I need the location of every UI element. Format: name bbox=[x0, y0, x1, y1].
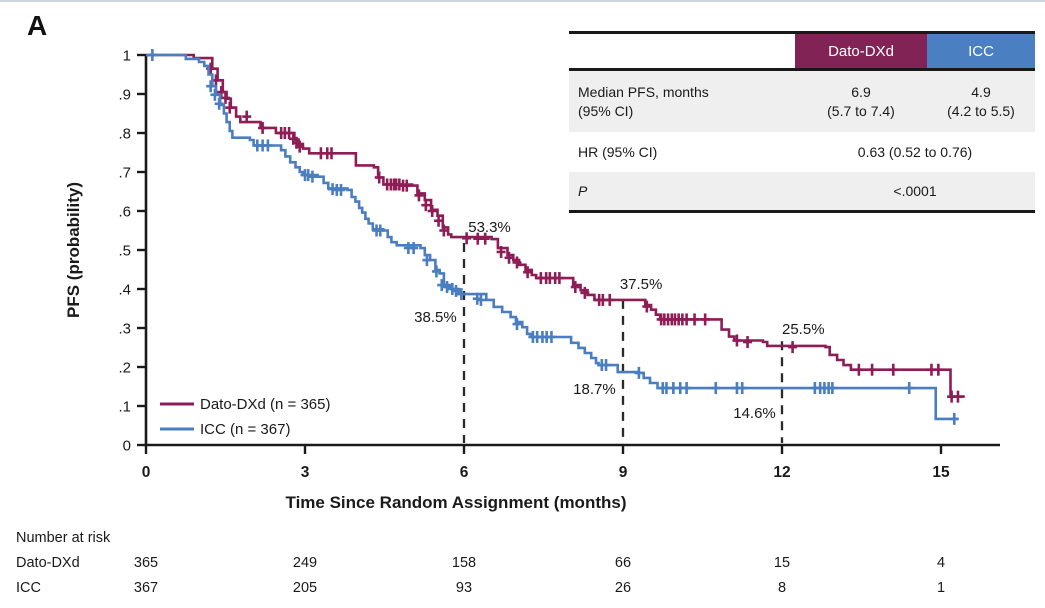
svg-text:12: 12 bbox=[773, 464, 790, 481]
hr-value: 0.63 (0.52 to 0.76) bbox=[857, 143, 973, 160]
hr-label: HR (95% CI) bbox=[578, 143, 658, 160]
number-at-risk-table: Number at risk Dato-DXd 365 249 158 66 15 4 ICC 3… bbox=[16, 530, 945, 596]
svg-text:6: 6 bbox=[460, 464, 469, 481]
svg-text:.3: .3 bbox=[118, 320, 131, 337]
summary-table-header: Dato-DXd ICC bbox=[569, 34, 1035, 71]
risk-value: 367 bbox=[134, 580, 158, 596]
p-value: <.0001 bbox=[893, 182, 937, 199]
annotation-53-3pct: 53.3% bbox=[468, 219, 511, 236]
km-curve-dato-dxd-n-365 bbox=[146, 53, 965, 398]
annotation-37-5pct: 37.5% bbox=[620, 276, 663, 293]
risk-value: 365 bbox=[134, 555, 158, 571]
risk-value: 158 bbox=[452, 555, 476, 571]
risk-table-title: Number at risk bbox=[16, 530, 111, 546]
summary-header-dato-dxd: Dato-DXd bbox=[795, 34, 927, 68]
svg-text:.1: .1 bbox=[118, 398, 131, 415]
svg-text:.4: .4 bbox=[118, 281, 131, 298]
svg-text:0: 0 bbox=[123, 437, 131, 454]
median-pfs-dato-line1: 6.9 bbox=[851, 84, 871, 101]
svg-text:.7: .7 bbox=[118, 164, 131, 181]
km-curve-icc-n-367 bbox=[146, 53, 958, 421]
annotation-14-6pct: 14.6% bbox=[733, 405, 776, 422]
risk-value: 249 bbox=[293, 555, 317, 571]
legend-label-0: Dato-DXd (n = 365) bbox=[200, 396, 330, 413]
median-pfs-icc-ci: (4.2 to 5.5) bbox=[947, 102, 1015, 119]
annotation-18-7pct: 18.7% bbox=[573, 381, 616, 398]
risk-value: 4 bbox=[937, 555, 945, 571]
legend: Dato-DXd (n = 365) ICC (n = 367) bbox=[160, 396, 330, 438]
median-pfs-row: Median PFS, months (95% CI) 6.9 (5.7 to … bbox=[569, 71, 1035, 132]
summary-header-icc: ICC bbox=[927, 34, 1035, 68]
y-axis-title: PFS (probability) bbox=[64, 182, 83, 318]
summary-table: Dato-DXd ICC Median PFS, months (95% CI)… bbox=[569, 31, 1035, 213]
svg-text:.9: .9 bbox=[118, 86, 131, 103]
svg-text:0: 0 bbox=[142, 464, 151, 481]
svg-text:9: 9 bbox=[619, 464, 628, 481]
legend-label-1: ICC (n = 367) bbox=[200, 421, 290, 438]
risk-value: 93 bbox=[456, 580, 472, 596]
median-pfs-dato-value: 6.9 (5.7 to 7.4) bbox=[795, 83, 927, 120]
risk-row-label-0: Dato-DXd bbox=[16, 555, 80, 571]
censor-marks-icc-n-367 bbox=[147, 49, 959, 425]
annotation-25-5pct: 25.5% bbox=[782, 321, 825, 338]
panel-label: A bbox=[27, 10, 48, 41]
p-row: P <.0001 bbox=[569, 172, 1035, 210]
svg-text:.8: .8 bbox=[118, 125, 131, 142]
risk-value: 205 bbox=[293, 580, 317, 596]
median-pfs-label: Median PFS, months (95% CI) bbox=[569, 83, 795, 120]
median-pfs-icc-line1: 4.9 bbox=[971, 84, 991, 101]
censor-marks-dato-dxd-n-365 bbox=[206, 62, 963, 403]
svg-text:3: 3 bbox=[301, 464, 310, 481]
summary-header-spacer bbox=[569, 34, 795, 68]
svg-text:15: 15 bbox=[932, 464, 950, 481]
annotation-38-5pct: 38.5% bbox=[414, 309, 457, 326]
risk-row-label-1: ICC bbox=[16, 580, 41, 596]
hr-row: HR (95% CI) 0.63 (0.52 to 0.76) bbox=[569, 132, 1035, 172]
median-pfs-icc-value: 4.9 (4.2 to 5.5) bbox=[927, 83, 1035, 120]
page-top-border bbox=[0, 0, 1045, 2]
x-axis-title: Time Since Random Assignment (months) bbox=[286, 493, 627, 512]
y-axis-ticks: 0 .1 .2 .3 .4 .5 .6 .7 .8 .9 1 bbox=[118, 47, 146, 454]
risk-value: 8 bbox=[778, 580, 786, 596]
median-pfs-label-line1: Median PFS, months bbox=[578, 84, 709, 101]
risk-value: 26 bbox=[615, 580, 631, 596]
x-axis-ticks: 0 3 6 9 12 15 bbox=[142, 445, 950, 481]
svg-text:.6: .6 bbox=[118, 203, 131, 220]
risk-value: 1 bbox=[937, 580, 945, 596]
landmark-annotations: 53.3% 37.5% 25.5% 38.5% 18.7% 14.6% bbox=[414, 219, 824, 422]
svg-text:.2: .2 bbox=[118, 359, 131, 376]
median-pfs-dato-ci: (5.7 to 7.4) bbox=[827, 102, 895, 119]
svg-text:.5: .5 bbox=[118, 242, 131, 259]
median-pfs-label-line2: (95% CI) bbox=[578, 102, 634, 119]
risk-value: 15 bbox=[774, 555, 790, 571]
axis-titles: Time Since Random Assignment (months) PFS… bbox=[64, 182, 627, 512]
p-label: P bbox=[578, 182, 588, 199]
risk-value: 66 bbox=[615, 555, 631, 571]
svg-text:1: 1 bbox=[123, 47, 131, 64]
